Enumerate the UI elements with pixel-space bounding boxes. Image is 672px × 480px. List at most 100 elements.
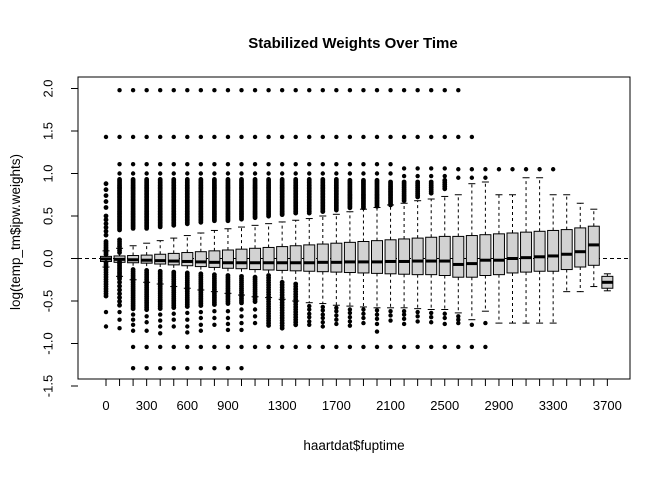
median-line xyxy=(425,259,437,263)
box xyxy=(479,234,492,276)
outlier-dot xyxy=(347,134,353,140)
median-line xyxy=(208,260,220,264)
outlier-dot xyxy=(185,171,190,176)
median-line xyxy=(520,256,532,260)
outlier-dot xyxy=(198,161,204,167)
box xyxy=(547,229,560,272)
box xyxy=(289,245,302,272)
outlier-dot xyxy=(144,365,149,371)
outlier-dot xyxy=(144,226,150,231)
box xyxy=(574,227,587,268)
outlier-dot xyxy=(279,344,285,350)
outlier-dot xyxy=(442,173,447,179)
outlier-dot xyxy=(103,221,109,227)
median-line xyxy=(601,280,613,284)
box xyxy=(249,247,262,271)
y-tick-label: -1.5 xyxy=(41,375,56,397)
outlier-dot xyxy=(279,88,285,93)
box xyxy=(303,244,316,272)
outlier-dot xyxy=(117,276,122,282)
outlier-dot xyxy=(212,161,217,167)
outlier-dot xyxy=(252,171,258,176)
outlier-dot xyxy=(347,310,353,316)
outlier-dot xyxy=(212,171,217,176)
outlier-dot xyxy=(307,88,312,93)
outlier-dot xyxy=(415,88,420,93)
outlier-dot xyxy=(239,307,244,312)
x-tick-label: 1300 xyxy=(268,398,297,413)
median-line xyxy=(127,258,139,262)
outlier-dot xyxy=(361,205,366,211)
outlier-dot xyxy=(307,134,312,140)
y-tick-label: 2.0 xyxy=(41,79,56,97)
outlier-dot xyxy=(198,315,204,321)
outlier-dot xyxy=(415,134,420,140)
outlier-dot xyxy=(361,171,366,176)
outlier-dot xyxy=(374,312,380,317)
outlier-dot xyxy=(185,344,190,350)
median-line xyxy=(439,259,451,263)
box xyxy=(425,236,438,276)
outlier-dot xyxy=(293,171,298,176)
median-line xyxy=(114,257,126,261)
chart-title: Stabilized Weights Over Time xyxy=(248,35,458,52)
outlier-dot xyxy=(401,134,407,140)
median-line xyxy=(276,261,288,265)
outlier-dot xyxy=(307,303,312,309)
outlier-dot xyxy=(442,134,447,140)
outlier-dot xyxy=(117,250,122,255)
outlier-dot xyxy=(130,226,136,231)
outlier-dot xyxy=(347,344,353,350)
outlier-dot xyxy=(157,306,163,312)
outlier-dot xyxy=(130,161,136,167)
outlier-dot xyxy=(374,329,380,334)
outlier-dot xyxy=(225,315,231,321)
outlier-dot xyxy=(266,88,271,93)
outlier-dot xyxy=(347,161,353,167)
outlier-dot xyxy=(442,321,447,327)
outlier-dot xyxy=(117,287,122,293)
outlier-dot xyxy=(212,322,217,327)
outlier-dot xyxy=(239,344,244,350)
box xyxy=(330,242,343,273)
median-line xyxy=(100,257,112,261)
x-tick-label: 1700 xyxy=(322,398,351,413)
median-line xyxy=(561,252,573,256)
outlier-dot xyxy=(225,301,231,306)
outlier-dot xyxy=(103,293,109,299)
outlier-dot xyxy=(429,314,434,320)
outlier-dot xyxy=(171,134,176,140)
outlier-dot xyxy=(117,171,122,176)
outlier-dot xyxy=(117,227,122,233)
outlier-dot xyxy=(334,313,339,318)
outlier-dot xyxy=(361,307,366,312)
box xyxy=(181,252,194,267)
outlier-dot xyxy=(361,88,366,93)
outlier-dot xyxy=(158,88,163,93)
median-line xyxy=(574,250,586,254)
outlier-dot xyxy=(320,308,325,313)
outlier-dot xyxy=(212,88,217,93)
box xyxy=(235,248,248,270)
outlier-dot xyxy=(198,322,204,327)
outlier-dot xyxy=(225,134,231,140)
outlier-dot xyxy=(130,134,136,140)
outlier-dot xyxy=(252,344,258,350)
median-line xyxy=(398,259,410,263)
outlier-dot xyxy=(117,161,122,167)
median-line xyxy=(466,262,478,266)
outlier-dot xyxy=(361,311,366,316)
median-line xyxy=(588,243,600,247)
median-line xyxy=(357,260,369,264)
outlier-dot xyxy=(144,134,149,140)
outlier-dot xyxy=(117,134,122,140)
outlier-dot xyxy=(103,199,109,204)
outlier-dot xyxy=(171,365,176,371)
outlier-dot xyxy=(103,213,109,219)
outlier-dot xyxy=(320,320,325,325)
outlier-dot xyxy=(347,314,353,320)
outlier-dot xyxy=(158,344,163,350)
outlier-dot xyxy=(388,171,393,176)
y-tick-label: 0.5 xyxy=(41,207,56,225)
